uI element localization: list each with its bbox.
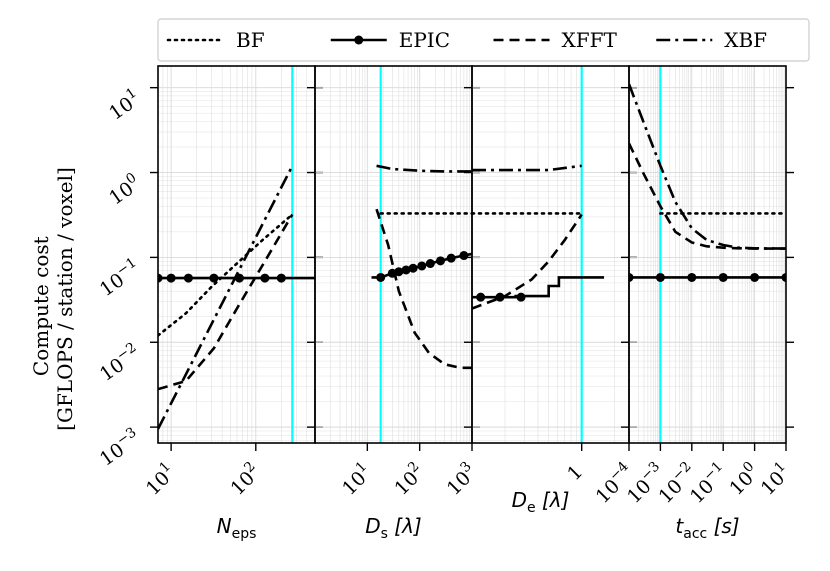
legend-label: EPIC [399, 28, 450, 52]
panel-2: 101 102 103 Ds [λ] [307, 65, 481, 542]
legend-label: XFFT [562, 28, 618, 52]
y-axis-label-line2: [GFLOPS / station / voxel] [53, 167, 77, 431]
y-tick-label: 10−2 [94, 339, 145, 385]
x-axis-label-symbol: N [217, 514, 232, 538]
x-tick-label: 102 [224, 458, 265, 499]
panel-series [629, 83, 786, 282]
series-epic-marker [183, 273, 193, 283]
panel-series [472, 164, 605, 310]
series-epic-marker [750, 272, 760, 282]
panel-grid [315, 66, 472, 443]
legend-label: XBF [724, 28, 767, 52]
legend-item-xfft: XFFT [493, 28, 618, 52]
series-epic-marker [209, 273, 219, 283]
series-epic-marker [718, 272, 728, 282]
x-axis-label-symbol: D [365, 514, 380, 538]
y-tick-label: 100 [103, 170, 145, 210]
legend-label: BF [236, 28, 265, 52]
legend-box [157, 18, 810, 62]
series-epic-marker [629, 272, 634, 282]
series-epic-marker [446, 253, 456, 263]
x-axis-label: Ds [λ] [365, 514, 422, 542]
series-epic-marker [459, 251, 469, 261]
series-epic-marker [260, 273, 270, 283]
panel-frame [628, 65, 787, 444]
series-xfft-line [375, 208, 472, 370]
x-tick-label: 101 [754, 458, 795, 499]
panel-grid [629, 66, 786, 443]
x-tick-label: 103 [440, 458, 481, 499]
series-epic-marker [425, 259, 435, 269]
x-axis-label: Neps [217, 514, 257, 542]
x-tick-label: 100 [723, 458, 764, 499]
series-epic-marker [495, 292, 505, 302]
series-epic-marker [476, 292, 486, 302]
series-epic-line [472, 276, 605, 299]
panel-3: 1 De [λ] [464, 65, 637, 516]
series-epic-marker [417, 261, 427, 271]
x-axis-label-subscript: acc [683, 526, 707, 542]
panel-series [158, 165, 315, 430]
y-tick-label: 10−3 [94, 424, 145, 470]
y-tick-label: 10−1 [94, 255, 145, 301]
x-axis-label-subscript: s [381, 526, 388, 542]
x-axis-label-unit: [λ] [388, 514, 422, 538]
series-xfft-line [158, 213, 294, 391]
series-epic-marker [781, 272, 786, 282]
x-tick-label: 101 [139, 458, 180, 499]
series-xbf-line [376, 164, 472, 173]
x-axis-label: De [λ] [512, 488, 570, 516]
y-axis-label-line1: Compute cost [29, 236, 53, 376]
x-axis-label-symbol: D [512, 488, 527, 512]
panel-1: 101 102 Neps [139, 65, 323, 542]
series-epic-marker [655, 272, 665, 282]
y-tick-label: 101 [103, 85, 145, 125]
legend-item-epic: EPIC [330, 28, 450, 52]
x-tick-label: 102 [388, 458, 429, 499]
x-axis-label-unit: [λ] [536, 488, 570, 512]
series-epic-marker [435, 256, 445, 266]
x-axis-label-subscript: e [527, 500, 536, 516]
x-axis-label: tacc [s] [675, 514, 739, 542]
series-bf-line [158, 213, 294, 337]
series-xfft-line [472, 213, 583, 310]
series-epic-marker [394, 267, 404, 277]
y-axis-label: Compute cost [GFLOPS / station / voxel] [29, 167, 77, 431]
panel-grid [158, 66, 315, 443]
series-xbf-line [158, 165, 294, 430]
x-axis-label-unit: [s] [707, 514, 739, 538]
x-axis-label-subscript: eps [232, 526, 257, 542]
series-epic-marker [158, 273, 163, 283]
panel-series [371, 164, 472, 370]
legend-marker [354, 35, 364, 45]
series-epic-marker [376, 272, 386, 282]
legend-item-xbf: XBF [656, 28, 767, 52]
x-axis-label-symbol: t [675, 514, 684, 538]
series-epic-marker [276, 273, 286, 283]
series-xfft-line [629, 142, 786, 250]
series-epic-marker [408, 263, 418, 273]
series-epic-marker [687, 272, 697, 282]
series-xbf-line [629, 83, 786, 250]
x-tick-label: 1 [563, 461, 587, 485]
series-epic-marker [516, 292, 526, 302]
series-epic-marker [166, 273, 176, 283]
series-epic-marker [401, 265, 411, 275]
x-tick-label: 101 [336, 458, 377, 499]
series-xbf-line [472, 164, 582, 172]
legend-item-bf: BF [166, 28, 265, 52]
legend: BF EPIC XFFT XBF [157, 18, 810, 62]
panel-grid [472, 66, 629, 443]
